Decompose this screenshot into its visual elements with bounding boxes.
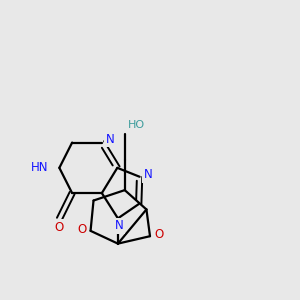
Text: HO: HO — [128, 120, 145, 130]
Text: N: N — [115, 219, 124, 232]
Text: HN: HN — [31, 161, 48, 174]
Text: O: O — [154, 228, 164, 241]
Text: O: O — [77, 223, 86, 236]
Text: O: O — [55, 221, 64, 234]
Text: N: N — [106, 133, 115, 146]
Text: N: N — [144, 168, 153, 181]
